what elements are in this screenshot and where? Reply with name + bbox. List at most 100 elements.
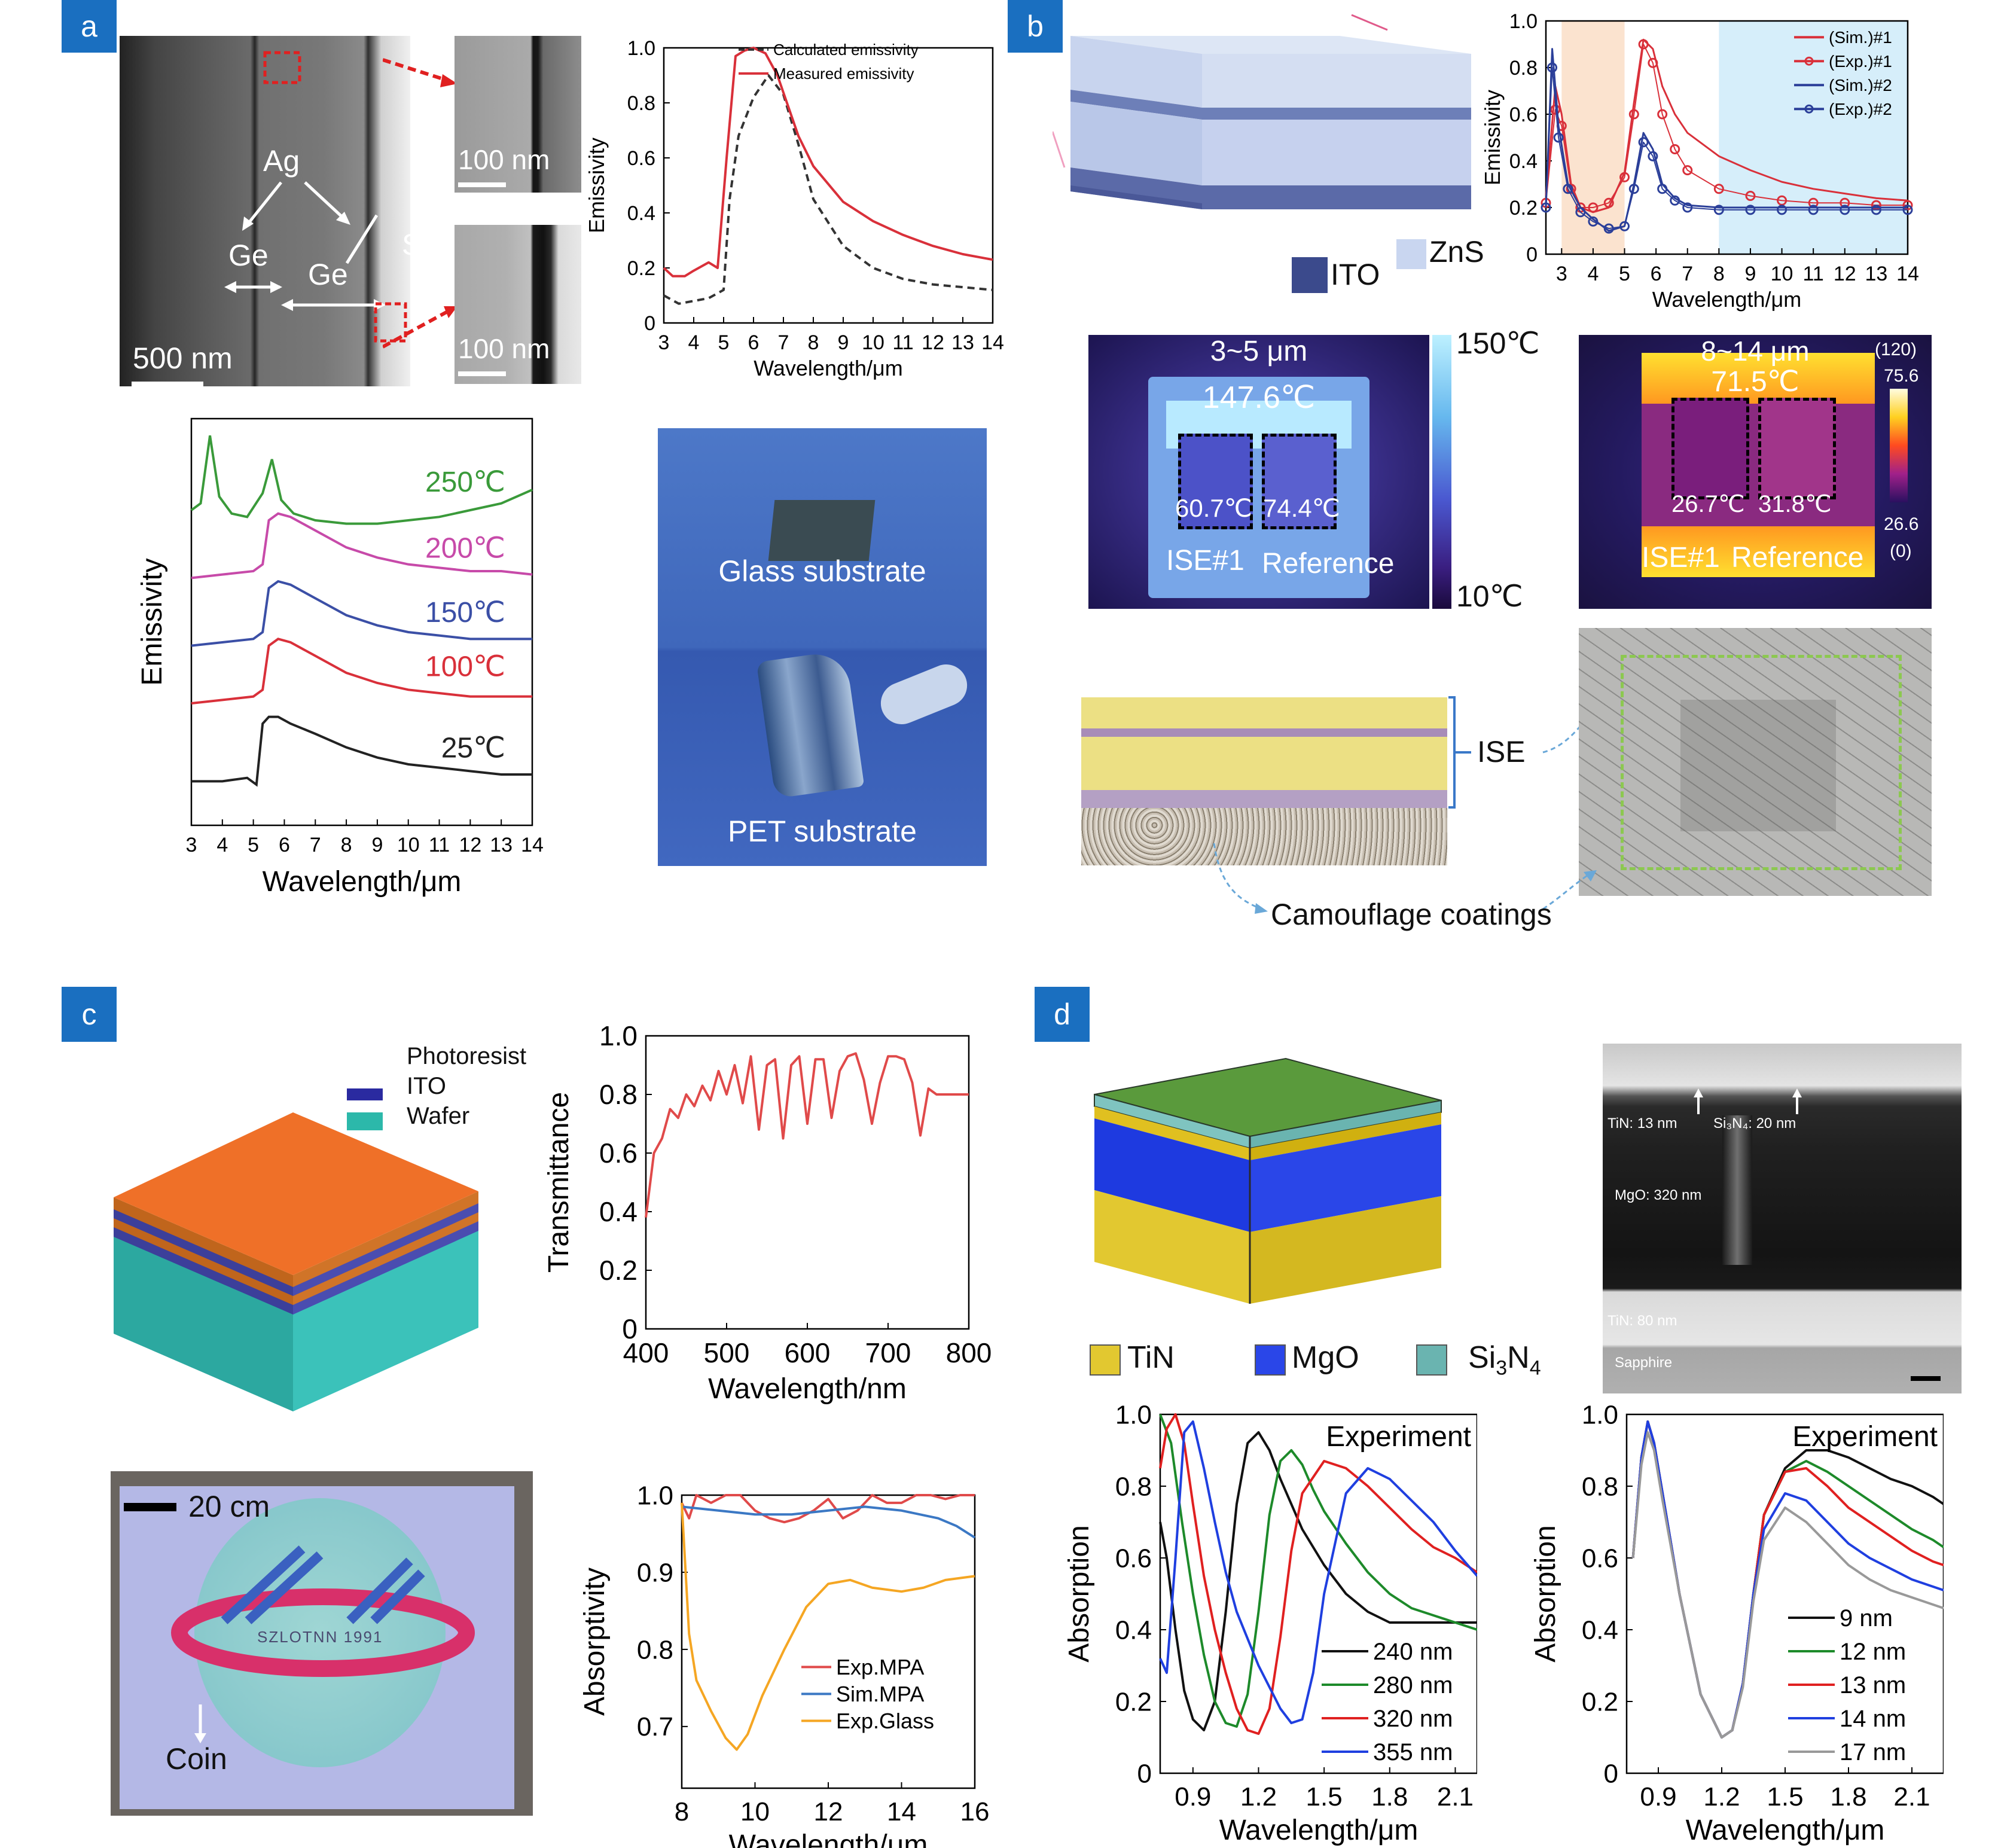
series-point [1628, 109, 1639, 120]
legend-label: (Exp.)#2 [1829, 100, 1892, 118]
inset-bottom-scalebar [458, 371, 506, 376]
y-tick-label: 0.7 [637, 1712, 673, 1742]
sem-inset-bottom: 100 nm [455, 225, 581, 384]
series-point [1563, 184, 1573, 194]
legend-label: 12 nm [1840, 1639, 1906, 1665]
thermal2-cb-top: (120) [1875, 340, 1917, 359]
thermal1-ref-temp: 74.4℃ [1263, 494, 1340, 522]
series-point [1670, 195, 1680, 206]
x-tick-label: 13 [1865, 263, 1887, 285]
y-tick-label: 1.0 [637, 1481, 673, 1510]
c-logo-text: SZLOTNN 1991 [257, 1628, 383, 1646]
series-point [1547, 62, 1558, 73]
y-tick-label: 0.6 [1582, 1544, 1618, 1573]
panel-label-d: d [1035, 987, 1090, 1042]
y-tick-label: 0.6 [627, 147, 655, 170]
d-multilayer-structure [1094, 1057, 1442, 1304]
series-line-2 [681, 1502, 975, 1751]
y-tick-label: 0 [1526, 243, 1538, 266]
plot-frame [1159, 1413, 1477, 1774]
series-label: 25℃ [441, 733, 505, 764]
c-scale-label: 20 cm [188, 1490, 270, 1523]
y-tick-label: 0.6 [1115, 1544, 1152, 1573]
shaded-band-1 [1719, 21, 1908, 254]
ise-layer [1081, 697, 1447, 790]
series-point [1648, 151, 1658, 161]
x-tick-label: 11 [1803, 263, 1824, 285]
series-label: 100℃ [425, 651, 505, 683]
series-line-0 [663, 74, 993, 305]
series-line-0 [190, 435, 533, 525]
d-sem-tin-bottom-label: TiN: 80 nm [1607, 1313, 1677, 1329]
panel-label-b: b [1008, 0, 1063, 53]
series-point [1670, 144, 1680, 154]
mgo-swatch [1255, 1344, 1286, 1376]
y-tick-label: 1.0 [1582, 1400, 1618, 1429]
thermal1-ise-temp: 60.7℃ [1175, 494, 1252, 522]
series-point [1713, 205, 1724, 215]
x-tick-label: 9 [1744, 263, 1756, 285]
x-axis-label: Wavelength/μm [1219, 1815, 1419, 1846]
y-tick-label: 1.0 [627, 37, 655, 60]
series-point [1588, 202, 1599, 213]
y-axis-label: Transmittance [543, 1092, 575, 1273]
glass-sample [768, 500, 876, 561]
legend-label: 14 nm [1840, 1706, 1906, 1732]
x-tick-label: 3 [186, 834, 197, 856]
c-multilayer-structure [114, 1088, 478, 1411]
x-tick-label: 1.5 [1306, 1782, 1343, 1812]
x-tick-label: 1.2 [1240, 1782, 1277, 1812]
y-tick-label: 0.2 [599, 1255, 637, 1286]
x-tick-label: 8 [1713, 263, 1725, 285]
pet-sample [756, 649, 865, 799]
series-point [1682, 165, 1693, 176]
series-label: 150℃ [425, 597, 505, 629]
ag-label: Ag [263, 144, 300, 178]
series-point [1553, 132, 1564, 143]
c-photoresist-label: Photoresist [407, 1043, 527, 1069]
x-tick-label: 12 [814, 1797, 843, 1826]
series-label: 200℃ [425, 532, 505, 564]
x-tick-label: 14 [981, 331, 1004, 354]
d-sem-sapphire-label: Sapphire [1615, 1355, 1673, 1371]
plot-frame [1545, 20, 1909, 255]
legend-label: 320 nm [1373, 1706, 1453, 1732]
glass-substrate-label: Glass substrate [718, 554, 926, 588]
x-tick-label: 0.9 [1175, 1782, 1211, 1812]
x-tick-label: 13 [951, 331, 974, 354]
series-line-3 [191, 638, 532, 705]
c-coin-label: Coin [166, 1742, 227, 1776]
x-tick-label: 3 [658, 331, 670, 354]
x-tick-label: 11 [429, 834, 450, 856]
series-line-0 [1159, 1431, 1477, 1731]
sem-scale-label: 500 nm [133, 341, 233, 375]
x-tick-label: 8 [341, 834, 352, 856]
thermal2-ref-temp: 31.8℃ [1758, 491, 1832, 517]
chart-a-temperature: 3 4 5 6 7 8 9 10 11 12 13 14 Wavelength/μm Emissivity… [136, 417, 544, 898]
series-point [1566, 184, 1576, 194]
y-axis-label: Emissivity [1480, 90, 1505, 185]
series-point [1588, 216, 1599, 227]
series-line-3 [1159, 1420, 1477, 1724]
legend-label: 355 nm [1373, 1739, 1453, 1765]
plot-frame [645, 1035, 970, 1330]
x-tick-label: 9 [838, 331, 849, 354]
legend-label: Exp.MPA [836, 1655, 924, 1679]
y-tick-label: 1.0 [1509, 10, 1538, 33]
series-point [1603, 223, 1614, 234]
x-tick-label: 1.8 [1371, 1782, 1408, 1812]
panel-label-a: a [62, 0, 117, 53]
thermal2-cb-bot: (0) [1890, 541, 1912, 561]
x-tick-label: 10 [740, 1797, 770, 1826]
series-point [1638, 39, 1649, 50]
y-axis-label: Emissivity [136, 558, 168, 685]
experiment-annotation: Experiment [1792, 1421, 1938, 1453]
x-tick-label: 600 [785, 1337, 831, 1368]
series-line-3 [1545, 67, 1908, 230]
si3n4-legend-label: Si3N4 [1468, 1340, 1541, 1380]
thermal1-colorbar-max: 150℃ [1456, 327, 1540, 360]
thermal2-cb-max: 75.6 [1884, 366, 1919, 386]
camouflage-photo [1579, 628, 1932, 896]
legend-label: Measured emissivity [773, 65, 914, 83]
d-sem-tin-top-label: TiN: 13 nm [1607, 1115, 1677, 1132]
